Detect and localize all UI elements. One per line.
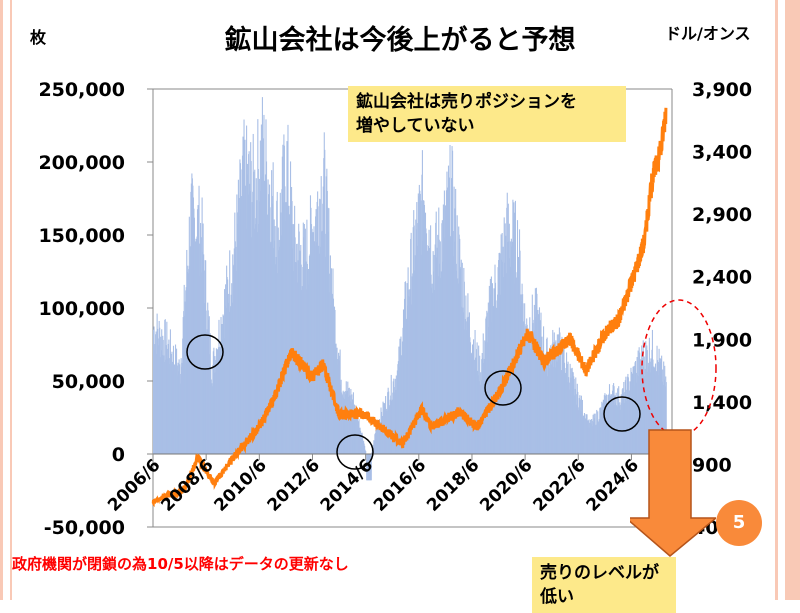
x-tick-label: 2022/6 [529,455,589,515]
left-tick-label: 150,000 [38,225,125,247]
highlight-circle [484,370,522,406]
callout-top-line2: 増やしていない [356,116,475,136]
callout-top-line1: 鉱山会社は売りポジションを [356,92,577,112]
callout-bottom: 売りのレベルが低い [532,557,676,613]
left-tick-label: -50,000 [44,517,125,539]
x-tick-label: 2018/6 [423,455,483,515]
left-axis-unit: 枚 [30,28,47,47]
right-tick-label: 900 [692,454,732,476]
left-tick-label: 50,000 [52,371,125,393]
x-tick-label: 2008/6 [157,455,217,515]
highlight-circle [186,334,224,370]
bar [370,454,372,481]
callout-top: 鉱山会社は売りポジションを 増やしていない [348,86,626,142]
x-tick-label: 2016/6 [370,455,430,515]
left-border [0,0,3,600]
left-tick-label: 0 [112,444,125,466]
right-tick-label: 2,400 [692,267,752,289]
left-tick-label: 100,000 [38,298,125,320]
down-arrow-icon [630,429,716,557]
slide-number: 5 [716,500,762,546]
x-tick-label: 2012/6 [264,455,324,515]
right-axis-unit: ドル/オンス [665,24,751,43]
x-tick-label: 2010/6 [210,455,270,515]
chart: 250,000 200,000 150,000 100,000 50,000 0 -50,0… [38,79,752,539]
gold-price-line [151,107,668,508]
x-tick-label: 2020/6 [476,455,536,515]
right-border [785,0,800,600]
right-tick-label: 2,900 [692,204,752,226]
bar [365,451,367,454]
right-border-inner [775,0,778,600]
right-tick-label: 3,400 [692,142,752,164]
right-tick-label: 1,400 [692,392,752,414]
footnote: 政府機関が閉鎖の為10/5以降はデータの更新なし [12,555,349,573]
right-tick-label: 1,900 [692,329,752,351]
bar [665,382,667,454]
left-tick-label: 200,000 [38,152,125,174]
highlight-circle [336,434,374,470]
page-title: 鉱山会社は今後上がると予想 [224,25,576,56]
left-border-inner [10,0,12,600]
right-tick-label: 3,900 [692,79,752,101]
highlight-circle [603,396,641,432]
left-tick-label: 250,000 [38,79,125,101]
